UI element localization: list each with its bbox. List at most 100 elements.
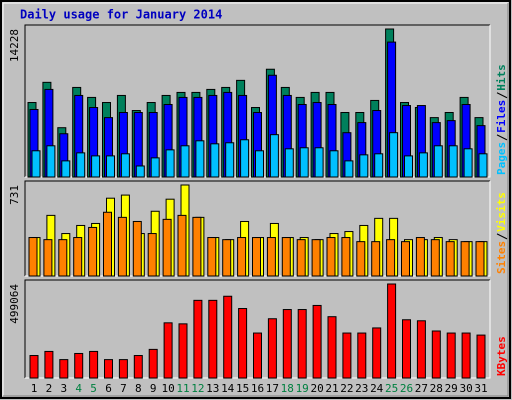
- bar: [357, 332, 367, 379]
- chart-title: Daily usage for January 2014: [20, 8, 222, 22]
- bar: [255, 150, 264, 178]
- legend: Sites Visits: [495, 192, 508, 274]
- x-tick-label: 4: [75, 382, 82, 395]
- bar: [478, 153, 488, 178]
- bar: [59, 359, 69, 379]
- bar: [404, 155, 413, 178]
- bar: [418, 152, 428, 178]
- y-tick-label: 14228: [8, 29, 21, 62]
- bar: [76, 152, 86, 178]
- bar: [61, 160, 71, 178]
- bar: [329, 150, 339, 178]
- bar: [225, 142, 235, 178]
- bar: [44, 350, 54, 379]
- x-tick-label: 18: [281, 382, 294, 395]
- x-tick-label: 12: [191, 382, 204, 395]
- bar: [401, 241, 410, 277]
- bar: [327, 316, 337, 379]
- bar: [165, 149, 175, 178]
- bar: [284, 148, 294, 178]
- bar: [118, 359, 128, 379]
- bar: [463, 148, 473, 178]
- x-tick-label: 28: [430, 382, 443, 395]
- bar: [104, 359, 113, 379]
- legend-entry: KBytes: [495, 336, 508, 376]
- legend-separator: [496, 233, 508, 240]
- bar: [269, 134, 279, 178]
- x-tick-label: 22: [340, 382, 353, 395]
- bar: [31, 150, 41, 178]
- bar: [342, 332, 352, 379]
- x-tick-label: 6: [105, 382, 112, 395]
- bar: [299, 147, 309, 178]
- bar: [326, 237, 336, 277]
- bar: [312, 304, 322, 379]
- bar: [389, 132, 399, 178]
- bar: [91, 155, 101, 178]
- bar: [446, 332, 456, 379]
- bar: [387, 283, 397, 379]
- bar: [431, 330, 441, 379]
- bar: [402, 319, 411, 379]
- bar: [460, 241, 470, 277]
- bar: [372, 327, 382, 379]
- bar: [386, 239, 396, 277]
- x-tick-label: 23: [355, 382, 368, 395]
- bar: [58, 239, 68, 277]
- x-tick-label: 13: [206, 382, 219, 395]
- bar: [475, 241, 485, 277]
- bar: [147, 233, 157, 277]
- legend-entry: Hits: [495, 64, 508, 91]
- bar: [210, 143, 220, 178]
- bar: [162, 218, 172, 277]
- bar: [193, 299, 203, 379]
- x-tick-label: 21: [325, 382, 338, 395]
- bar: [415, 237, 425, 277]
- bar: [344, 160, 354, 178]
- bar: [430, 239, 440, 277]
- bar: [266, 237, 276, 277]
- bar: [356, 241, 366, 277]
- bar: [461, 332, 471, 379]
- bar: [371, 241, 381, 277]
- bar: [238, 308, 248, 379]
- bar: [253, 332, 262, 379]
- bar: [448, 145, 458, 178]
- x-tick-label: 3: [60, 382, 67, 395]
- legend-entry: Files: [495, 100, 508, 133]
- bar: [180, 145, 190, 178]
- bar: [445, 241, 455, 277]
- x-tick-label: 9: [150, 382, 157, 395]
- bar: [222, 239, 232, 277]
- bar: [476, 334, 486, 379]
- legend: KBytes: [495, 336, 508, 376]
- legend-separator: [496, 92, 508, 99]
- bar: [208, 299, 218, 379]
- bar: [195, 140, 205, 178]
- bar: [163, 322, 173, 379]
- legend-entry: Pages: [495, 142, 508, 175]
- x-tick-label: 1: [31, 382, 38, 395]
- bar: [106, 155, 115, 178]
- bar: [341, 237, 351, 277]
- bar: [267, 318, 277, 379]
- bar: [43, 239, 53, 277]
- bar: [46, 145, 56, 178]
- x-tick-label: 14: [221, 382, 235, 395]
- legend-entry: Sites: [495, 241, 508, 274]
- x-tick-label: 19: [296, 382, 309, 395]
- bar: [74, 352, 84, 379]
- x-tick-label: 7: [120, 382, 127, 395]
- x-tick-label: 24: [370, 382, 384, 395]
- legend-entry: Visits: [495, 192, 508, 232]
- frame-shadow: [3, 3, 509, 397]
- panel-shadow: [24, 279, 490, 378]
- x-tick-label: 5: [90, 382, 97, 395]
- x-tick-label: 11: [176, 382, 189, 395]
- x-tick-label: 25: [385, 382, 398, 395]
- y-tick-label: 731: [8, 185, 21, 205]
- panel-shadow: [24, 24, 490, 177]
- bar: [148, 348, 158, 379]
